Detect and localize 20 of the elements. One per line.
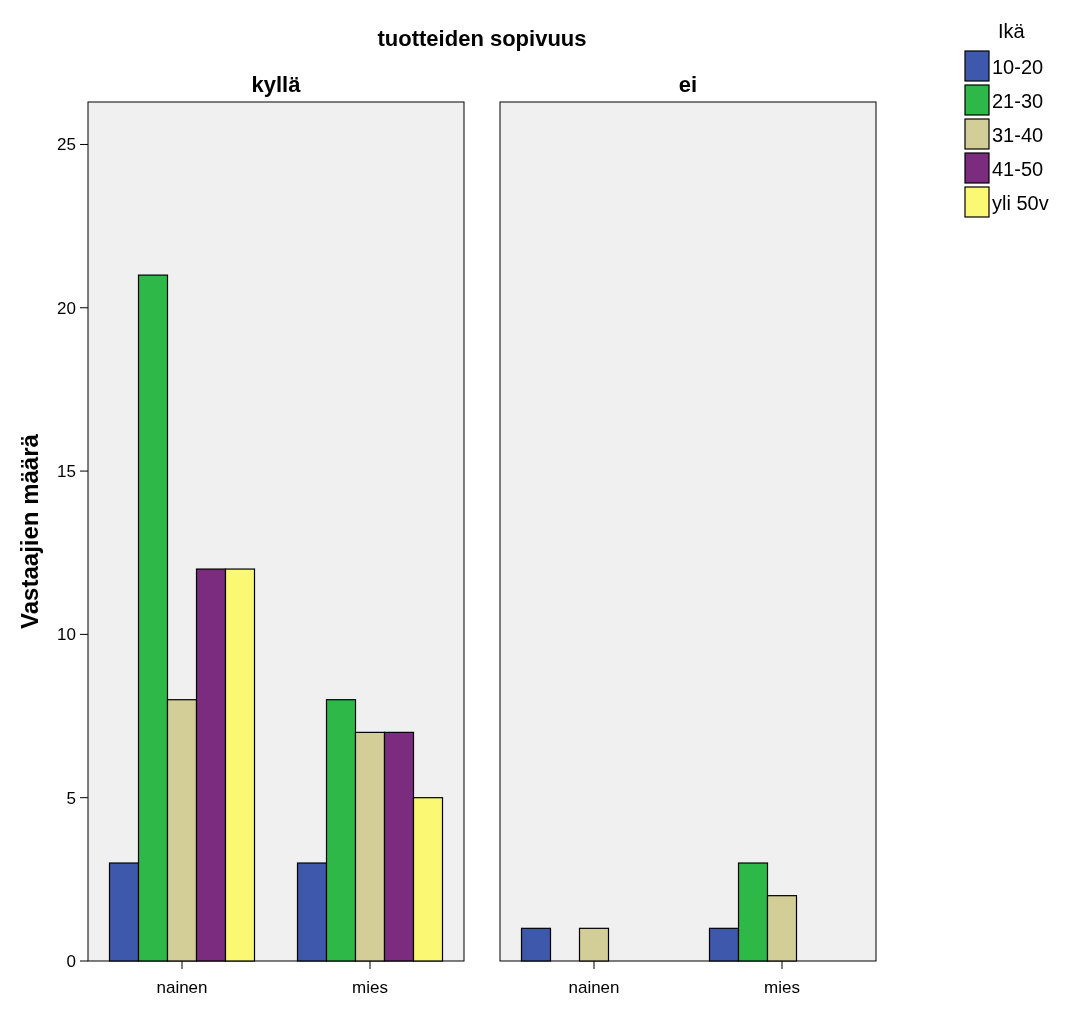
x-tick-label: nainen: [568, 978, 620, 997]
chart-title: ei: [678, 72, 698, 97]
y-tick-label: 25: [57, 135, 76, 155]
legend-title: Ikä: [998, 20, 1026, 42]
y-tick-label: 15: [57, 462, 76, 482]
y-tick-label: 5: [66, 788, 76, 808]
text: tuotteiden sopivuus: [377, 26, 587, 51]
legend-label: 31-40: [992, 124, 1044, 146]
x-tick-label: mies: [352, 978, 388, 997]
y-tick-label: 0: [66, 952, 76, 971]
legend-label: yli 50v: [992, 192, 1049, 214]
chart-title: kyllä: [251, 72, 302, 97]
y-tick-label: 10: [57, 625, 76, 645]
x-tick-label: mies: [764, 978, 800, 997]
y-tick-label: 20: [57, 298, 76, 318]
legend-label: 10-20: [992, 56, 1044, 78]
x-tick-label: nainen: [156, 978, 208, 997]
legend-label: 41-50: [992, 158, 1044, 180]
legend-label: 21-30: [992, 90, 1044, 112]
y-axis-title: Vastaajien määrä: [16, 433, 43, 629]
